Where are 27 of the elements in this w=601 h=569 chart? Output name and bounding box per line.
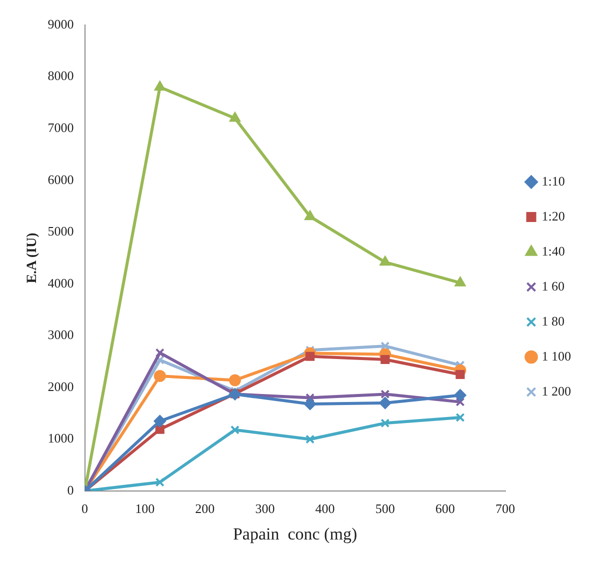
x-tick-label: 0 (82, 501, 88, 516)
legend-label: 1:40 (542, 243, 565, 258)
y-tick-label: 3000 (48, 327, 74, 342)
y-tick-label: 5000 (48, 224, 74, 239)
y-tick-label: 4000 (48, 275, 74, 290)
x-tick-label: 200 (195, 501, 215, 516)
x-axis-title: Papain conc (mg) (232, 524, 358, 544)
legend-label: 1:20 (542, 208, 565, 224)
y-tick-label: 6000 (48, 172, 74, 187)
legend-label: 1 200 (542, 383, 571, 398)
y-tick-label: 1000 (48, 430, 74, 446)
x-tick-label: 600 (435, 501, 455, 516)
x-tick-label: 500 (375, 501, 395, 516)
y-axis-title: E.A (IU) (25, 232, 40, 284)
y-tick-label: 8000 (48, 68, 74, 84)
y-tick-label: 7000 (48, 120, 74, 135)
y-tick-label: 2000 (48, 378, 74, 394)
legend-label: 1 100 (542, 348, 571, 364)
legend-label: 1 60 (542, 278, 564, 294)
legend-label: 1 80 (542, 313, 564, 328)
legend-label: 1:10 (542, 173, 565, 188)
x-tick-label: 100 (135, 501, 155, 516)
y-tick-label: 9000 (48, 16, 74, 32)
y-tick-label: 0 (67, 482, 74, 498)
x-tick-label: 400 (315, 501, 335, 516)
x-tick-label: 300 (255, 501, 275, 516)
x-tick-label: 700 (496, 501, 515, 516)
